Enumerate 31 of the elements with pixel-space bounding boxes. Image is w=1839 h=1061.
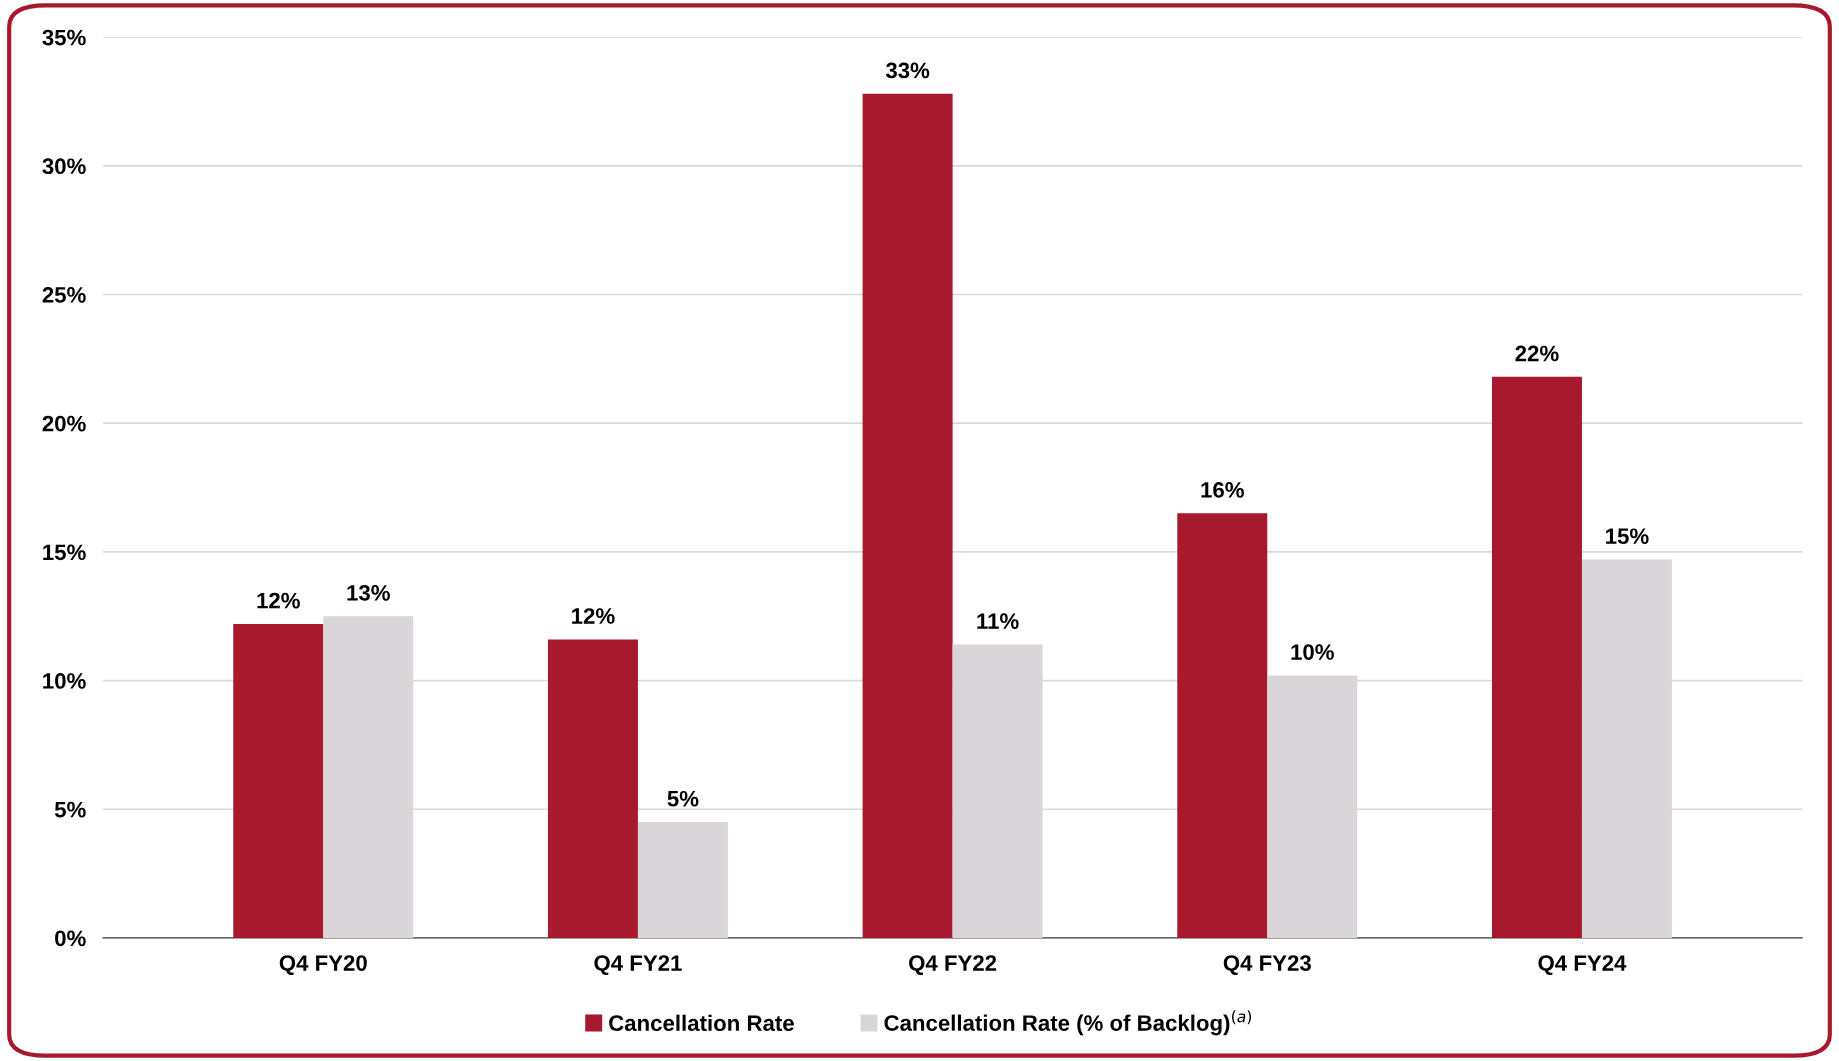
x-tick-label: Q4 FY24 (1538, 955, 1627, 976)
bar (233, 623, 324, 938)
data-label: 11% (977, 613, 1019, 629)
data-label: 12% (572, 608, 615, 624)
bar (862, 93, 953, 938)
data-label: 10% (1291, 644, 1334, 660)
bar (1491, 376, 1582, 938)
x-tick-label: Q4 FY22 (909, 955, 997, 976)
data-label: 13% (347, 584, 390, 601)
data-label: 5% (667, 790, 699, 807)
x-tick-label: Q4 FY23 (1223, 955, 1311, 976)
x-tick-label: Q4 FY20 (279, 955, 367, 976)
bar (547, 639, 638, 938)
data-label: 22% (1515, 345, 1559, 362)
x-tick-label: Q4 FY21 (594, 955, 682, 976)
bar (637, 822, 728, 938)
y-tick-label: 20% (42, 415, 86, 432)
legend-label: Cancellation Rate (609, 1014, 794, 1032)
data-label: 16% (1201, 482, 1244, 498)
legend-label: Cancellation Rate (% of Backlog)$^{(a)}$ (884, 1010, 1252, 1036)
data-label: 33% (885, 62, 930, 79)
y-tick-label: 30% (42, 158, 86, 175)
bar (1177, 513, 1268, 938)
data-label: 15% (1606, 528, 1649, 545)
y-tick-label: 0% (55, 930, 86, 947)
y-tick-label: 15% (43, 544, 86, 561)
y-tick-label: 35% (42, 29, 86, 46)
y-tick-label: 5% (54, 801, 86, 818)
y-tick-label: 10% (43, 673, 86, 689)
y-tick-label: 25% (42, 287, 86, 303)
data-label: 12% (257, 592, 300, 609)
